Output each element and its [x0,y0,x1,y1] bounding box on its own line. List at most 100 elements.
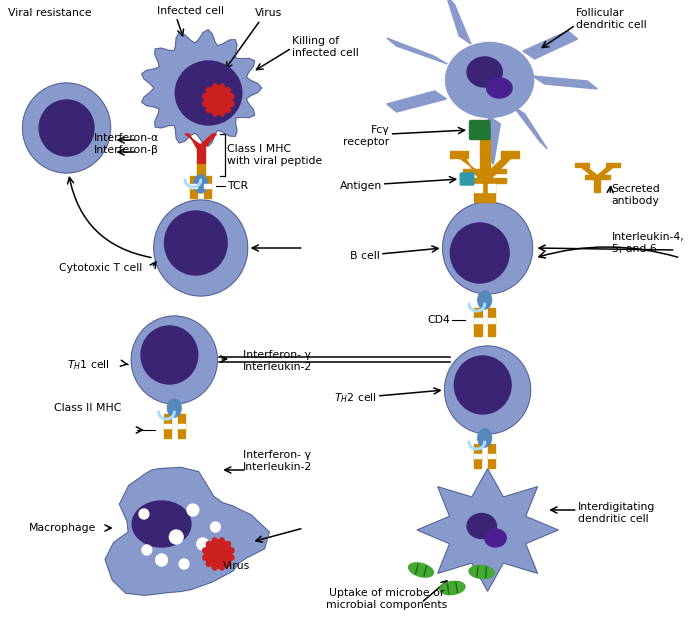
Polygon shape [594,165,615,178]
Text: $T_H$1 cell: $T_H$1 cell [66,358,109,372]
Polygon shape [488,318,496,323]
FancyBboxPatch shape [460,173,474,185]
Polygon shape [579,165,600,178]
Ellipse shape [467,513,496,539]
Circle shape [197,538,209,550]
Polygon shape [480,155,514,180]
Polygon shape [480,180,489,202]
Polygon shape [447,0,471,44]
Text: Cytotoxic T cell: Cytotoxic T cell [59,263,142,273]
Text: Interleukin-4,
5, and 6: Interleukin-4, 5, and 6 [612,232,685,254]
Polygon shape [417,469,558,591]
Text: TCR: TCR [228,181,248,191]
Circle shape [208,555,218,565]
Text: Interferon- γ
Interleukin-2: Interferon- γ Interleukin-2 [243,350,312,371]
Circle shape [169,530,183,544]
Polygon shape [491,169,506,173]
Ellipse shape [164,211,228,275]
Polygon shape [501,151,519,158]
Text: Interferon-β: Interferon-β [94,145,159,155]
Polygon shape [474,184,482,192]
Ellipse shape [469,565,494,578]
Circle shape [187,504,199,516]
Polygon shape [463,178,506,183]
Polygon shape [178,424,185,428]
Ellipse shape [442,202,533,294]
Polygon shape [584,175,610,179]
Circle shape [139,509,149,519]
Text: Killing of
infected cell: Killing of infected cell [292,36,358,58]
Ellipse shape [454,356,511,414]
Circle shape [142,545,152,555]
Polygon shape [190,184,197,188]
Polygon shape [486,116,500,164]
Polygon shape [164,424,171,428]
Text: Interferon-α: Interferon-α [94,133,159,143]
Polygon shape [204,184,211,188]
Text: Uptake of microbe or
microbial components: Uptake of microbe or microbial component… [326,588,447,610]
Text: Infected cell: Infected cell [157,6,224,16]
Polygon shape [455,155,489,180]
Ellipse shape [141,326,198,384]
Polygon shape [164,414,171,438]
Polygon shape [197,134,216,148]
Polygon shape [488,454,495,458]
Text: B cell: B cell [350,251,380,261]
Polygon shape [197,148,204,164]
Polygon shape [450,151,468,158]
Ellipse shape [444,346,531,434]
FancyBboxPatch shape [470,120,490,140]
Ellipse shape [39,100,94,156]
Polygon shape [197,164,204,176]
Circle shape [211,522,220,532]
Polygon shape [480,138,489,180]
Ellipse shape [484,529,506,547]
Polygon shape [606,163,620,167]
Text: $T_H$2 cell: $T_H$2 cell [334,391,377,405]
Text: Fcγ
receptor: Fcγ receptor [344,125,390,147]
Polygon shape [488,180,496,202]
Polygon shape [475,444,481,468]
Polygon shape [533,76,597,89]
Text: Class II MHC: Class II MHC [54,403,121,413]
Circle shape [179,559,189,569]
Polygon shape [185,134,204,148]
Polygon shape [474,180,482,202]
Ellipse shape [467,57,503,87]
Polygon shape [463,169,479,173]
Text: Macrophage: Macrophage [29,523,97,533]
Ellipse shape [478,291,491,309]
Ellipse shape [409,563,433,577]
Text: Follicular
dendritic cell: Follicular dendritic cell [575,8,646,30]
Text: Virus: Virus [223,561,251,571]
Polygon shape [575,163,589,167]
Circle shape [155,554,167,566]
Ellipse shape [175,61,242,125]
Ellipse shape [486,78,512,98]
Polygon shape [513,106,547,149]
Ellipse shape [22,83,111,173]
Text: Secreted
antibody: Secreted antibody [611,184,659,206]
Text: Viral resistance: Viral resistance [8,8,92,18]
Text: Antigen: Antigen [340,181,382,191]
Ellipse shape [194,175,208,193]
Polygon shape [202,84,234,116]
Polygon shape [488,308,496,336]
Text: Interdigitating
dendritic cell: Interdigitating dendritic cell [578,502,655,524]
Polygon shape [386,38,447,64]
Ellipse shape [131,316,218,404]
Polygon shape [386,91,447,112]
Polygon shape [178,414,185,438]
Polygon shape [204,176,211,198]
Text: Class I MHC
with viral peptide: Class I MHC with viral peptide [228,144,323,166]
Polygon shape [523,31,578,59]
Polygon shape [141,30,262,146]
Ellipse shape [445,43,533,118]
Polygon shape [190,176,197,198]
Polygon shape [202,538,234,570]
Text: Interferon- γ
Interleukin-2: Interferon- γ Interleukin-2 [243,450,312,472]
Polygon shape [488,444,495,468]
Ellipse shape [478,429,491,447]
Polygon shape [594,178,600,192]
Text: CD4: CD4 [428,315,450,325]
